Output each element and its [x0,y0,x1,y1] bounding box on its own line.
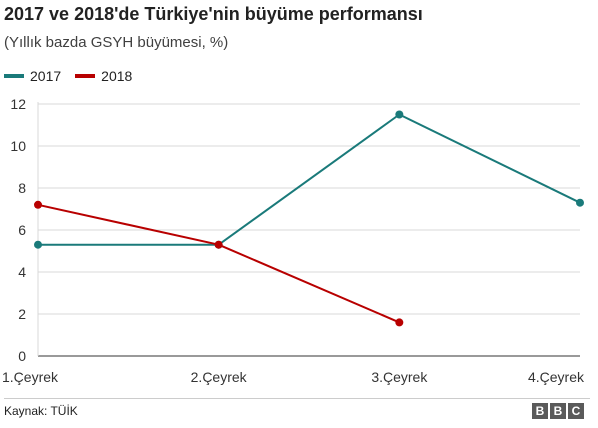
chart-title: 2017 ve 2018'de Türkiye'nin büyüme perfo… [4,4,423,24]
data-point-2017 [395,110,404,119]
legend-item-2018: 2018 [75,68,132,84]
legend-label-2017: 2017 [30,68,62,84]
y-tick-label: 6 [18,222,26,238]
legend-swatch-2017 [4,74,24,78]
y-tick-label: 10 [10,138,26,154]
bbc-logo-letter: B [532,403,548,419]
y-tick-label: 4 [18,264,26,280]
chart-subtitle: (Yıllık bazda GSYH büyümesi, %) [4,34,229,51]
bbc-logo-letter: B [550,403,566,419]
source-note: Kaynak: TÜİK [4,404,78,418]
chart-legend: 2017 2018 [4,66,146,86]
footer-divider [4,398,590,399]
data-point-2017 [576,198,584,207]
y-tick-label: 0 [18,348,26,364]
y-tick-label: 2 [18,306,26,322]
x-tick-label: 1.Çeyrek [2,369,59,385]
data-point-2018 [34,200,42,209]
data-point-2018 [395,318,404,327]
bbc-logo: B B C [530,403,584,419]
x-tick-label: 2.Çeyrek [191,369,248,385]
y-tick-label: 8 [18,180,26,196]
data-point-2017 [34,240,42,249]
data-point-2018 [214,240,223,249]
bbc-logo-letter: C [568,403,584,419]
x-tick-label: 3.Çeyrek [371,369,428,385]
series-line-2018 [37,203,400,324]
legend-swatch-2018 [75,74,96,78]
y-tick-label: 12 [10,96,26,112]
legend-item-2017: 2017 [4,68,61,84]
legend-label-2018: 2018 [101,68,133,84]
x-tick-label: 4.Çeyrek [528,369,585,385]
series-line-2017 [38,113,581,246]
